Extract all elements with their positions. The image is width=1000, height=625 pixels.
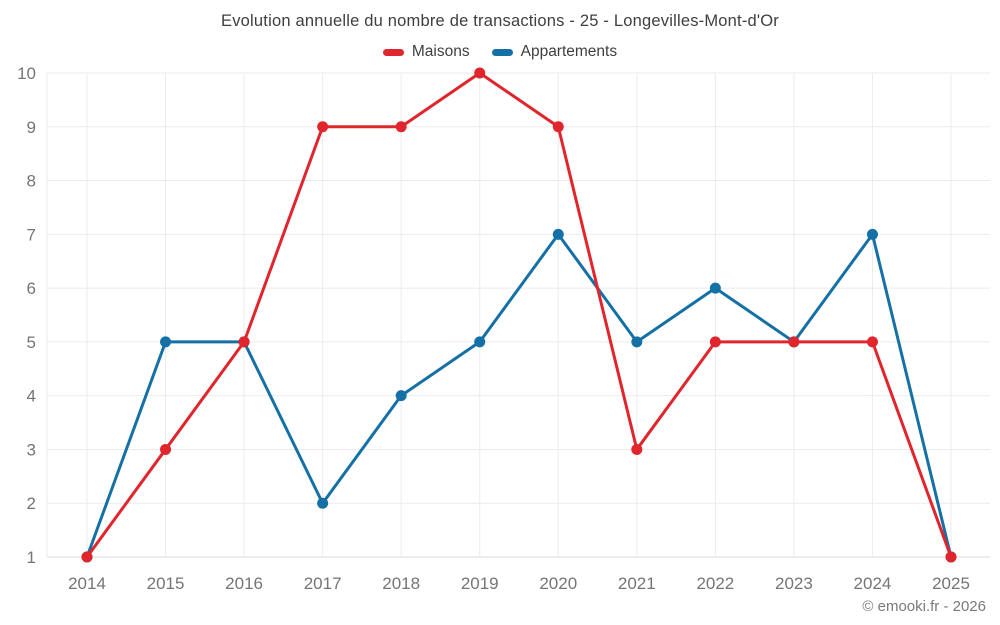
data-point-maisons-2019[interactable]: [474, 67, 486, 79]
legend-label-maisons: Maisons: [411, 43, 470, 60]
x-tick-label: 2017: [304, 574, 342, 593]
y-tick-label: 10: [17, 64, 36, 83]
data-point-maisons-2025[interactable]: [945, 551, 957, 563]
data-point-maisons-2023[interactable]: [788, 336, 800, 348]
x-tick-label: 2025: [932, 574, 970, 593]
x-tick-label: 2018: [382, 574, 420, 593]
y-tick-label: 2: [27, 494, 36, 513]
data-point-maisons-2021[interactable]: [631, 443, 643, 455]
x-tick-label: 2020: [539, 574, 577, 593]
data-point-maisons-2016[interactable]: [238, 336, 250, 348]
data-point-maisons-2018[interactable]: [395, 121, 407, 133]
x-tick-label: 2019: [461, 574, 499, 593]
y-tick-label: 1: [27, 548, 36, 567]
y-tick-label: 4: [27, 387, 36, 406]
legend-item-maisons[interactable]: Maisons: [382, 43, 470, 61]
x-tick-label: 2021: [618, 574, 656, 593]
y-tick-label: 7: [27, 225, 36, 244]
chart-title: Evolution annuelle du nombre de transact…: [221, 12, 779, 30]
legend-swatch-appartements-icon: [491, 48, 513, 56]
data-point-maisons-2022[interactable]: [709, 336, 721, 348]
legend-label-appartements: Appartements: [520, 43, 618, 60]
legend: Maisons Appartements: [0, 43, 1000, 61]
x-tick-label: 2014: [68, 574, 106, 593]
credit-text: © emooki.fr - 2026: [862, 598, 986, 615]
y-tick-label: 9: [27, 118, 36, 137]
data-point-maisons-2017[interactable]: [317, 121, 329, 133]
data-point-appartements-2020[interactable]: [552, 228, 564, 240]
data-point-appartements-2022[interactable]: [709, 282, 721, 294]
x-tick-label: 2022: [696, 574, 734, 593]
data-point-maisons-2014[interactable]: [81, 551, 93, 563]
data-point-appartements-2019[interactable]: [474, 336, 486, 348]
data-point-appartements-2018[interactable]: [395, 390, 407, 402]
data-point-maisons-2015[interactable]: [160, 443, 172, 455]
y-tick-label: 5: [27, 333, 36, 352]
legend-swatch-maisons-icon: [382, 48, 404, 56]
x-tick-label: 2016: [225, 574, 263, 593]
data-point-appartements-2015[interactable]: [160, 336, 172, 348]
data-point-appartements-2017[interactable]: [317, 497, 329, 509]
data-point-appartements-2024[interactable]: [866, 228, 878, 240]
series-line-appartements: [85, 232, 953, 559]
x-tick-label: 2023: [775, 574, 813, 593]
y-tick-label: 8: [27, 172, 36, 191]
data-point-maisons-2020[interactable]: [552, 121, 564, 133]
legend-item-appartements[interactable]: Appartements: [491, 43, 618, 61]
x-tick-label: 2024: [854, 574, 892, 593]
data-point-maisons-2024[interactable]: [866, 336, 878, 348]
y-tick-label: 6: [27, 279, 36, 298]
x-tick-label: 2015: [147, 574, 185, 593]
data-point-appartements-2021[interactable]: [631, 336, 643, 348]
series-line-maisons: [85, 71, 953, 559]
y-tick-label: 3: [27, 440, 36, 459]
